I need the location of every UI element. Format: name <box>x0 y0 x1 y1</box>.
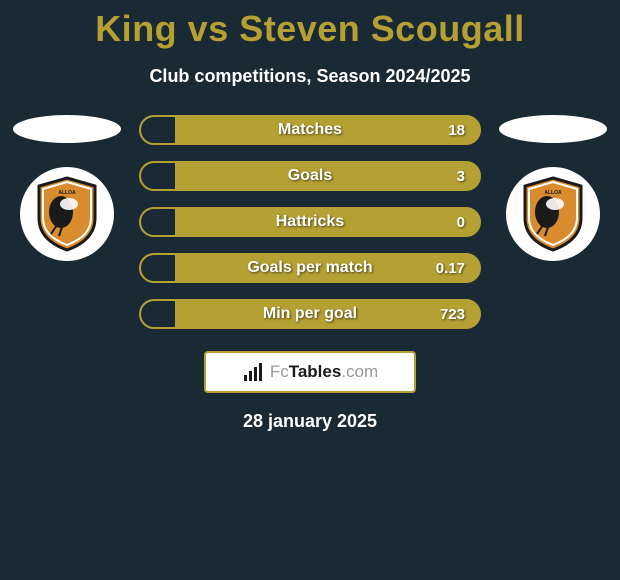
svg-text:ALLOA: ALLOA <box>544 190 562 196</box>
stat-right-value: 723 <box>440 306 465 323</box>
page-title: King vs Steven Scougall <box>0 0 620 50</box>
player-left-club-badge: ALLOA <box>20 167 114 261</box>
comparison-content: ALLOA Matches 18 Goals 3 Hattricks 0 Goals per… <box>0 115 620 329</box>
shield-icon: ALLOA <box>517 174 589 254</box>
stats-list: Matches 18 Goals 3 Hattricks 0 Goals per match… <box>139 115 481 329</box>
stat-label: Hattricks <box>276 213 344 231</box>
stat-row: Matches 18 <box>139 115 481 145</box>
stat-right-value: 0.17 <box>436 260 465 277</box>
stat-label: Min per goal <box>263 305 357 323</box>
stat-right-value: 0 <box>457 214 465 231</box>
stat-row: Goals per match 0.17 <box>139 253 481 283</box>
stat-label: Goals per match <box>247 259 372 277</box>
player-right: ALLOA <box>499 115 607 261</box>
stat-row: Hattricks 0 <box>139 207 481 237</box>
stat-label: Matches <box>278 121 342 139</box>
svg-text:ALLOA: ALLOA <box>58 190 76 196</box>
stat-right-value: 18 <box>448 122 465 139</box>
stat-right-value: 3 <box>457 168 465 185</box>
bar-chart-icon <box>242 361 264 383</box>
subtitle: Club competitions, Season 2024/2025 <box>0 66 620 87</box>
stat-label: Goals <box>288 167 332 185</box>
player-left: ALLOA <box>13 115 121 261</box>
snapshot-date: 28 january 2025 <box>0 411 620 432</box>
player-right-club-badge: ALLOA <box>506 167 600 261</box>
brand-text: FcTables.com <box>270 362 378 382</box>
player-left-silhouette <box>13 115 121 143</box>
stat-row: Goals 3 <box>139 161 481 191</box>
stat-row: Min per goal 723 <box>139 299 481 329</box>
brand-logo[interactable]: FcTables.com <box>204 351 416 393</box>
player-right-silhouette <box>499 115 607 143</box>
shield-icon: ALLOA <box>31 174 103 254</box>
